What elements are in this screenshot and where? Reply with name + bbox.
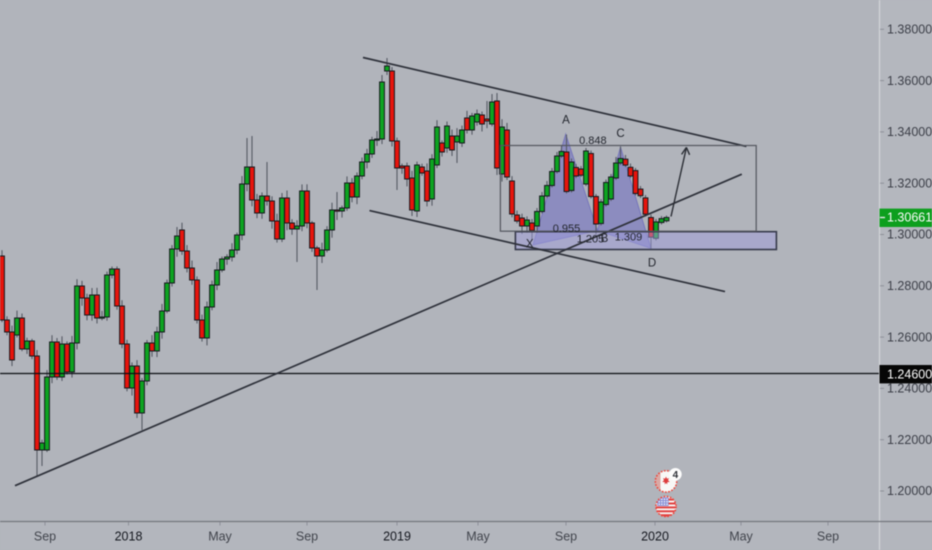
svg-text:Sep: Sep — [555, 530, 577, 544]
svg-text:0.955: 0.955 — [553, 223, 581, 235]
svg-text:1.28000: 1.28000 — [887, 279, 932, 293]
svg-text:1.24600: 1.24600 — [887, 367, 932, 381]
svg-text:D: D — [648, 258, 656, 270]
svg-text:1.26000: 1.26000 — [887, 330, 932, 344]
svg-text:Sep: Sep — [34, 530, 56, 544]
svg-text:4: 4 — [673, 470, 679, 481]
svg-text:0.848: 0.848 — [579, 135, 607, 147]
svg-text:1.24000: 1.24000 — [887, 382, 932, 396]
svg-text:2019: 2019 — [383, 530, 411, 544]
svg-text:A: A — [562, 115, 570, 127]
svg-text:1.309: 1.309 — [615, 231, 643, 243]
svg-text:1.36000: 1.36000 — [887, 74, 932, 88]
svg-text:1.34000: 1.34000 — [887, 125, 932, 139]
svg-text:May: May — [729, 530, 753, 544]
svg-text:C: C — [616, 128, 624, 140]
svg-text:1.22000: 1.22000 — [887, 433, 932, 447]
svg-text:1.30661: 1.30661 — [887, 211, 932, 225]
svg-text:Sep: Sep — [817, 530, 839, 544]
svg-text:1.32000: 1.32000 — [887, 176, 932, 190]
svg-text:X: X — [526, 239, 534, 251]
svg-text:2018: 2018 — [115, 530, 143, 544]
svg-text:1.38000: 1.38000 — [887, 23, 932, 37]
svg-text:1.205: 1.205 — [577, 233, 605, 245]
svg-text:B: B — [601, 233, 609, 245]
svg-text:Sep: Sep — [296, 530, 318, 544]
svg-text:May: May — [208, 530, 232, 544]
svg-text:1.30000: 1.30000 — [887, 228, 932, 242]
svg-text:1.20000: 1.20000 — [887, 484, 932, 498]
svg-text:May: May — [466, 530, 490, 544]
svg-text:2020: 2020 — [641, 530, 669, 544]
